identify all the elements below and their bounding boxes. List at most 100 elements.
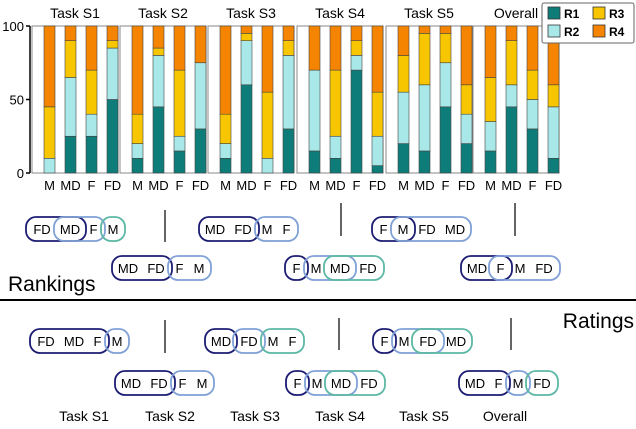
bar-segment-r3 (64, 40, 77, 78)
bar-segment-r4 (240, 25, 253, 34)
equivalence-group (104, 328, 130, 354)
bar-segment-r2 (439, 62, 452, 108)
method-label: M (311, 261, 322, 276)
method-label: F (176, 261, 184, 276)
bar-segment-r3 (106, 40, 119, 49)
bar-segment-r1 (282, 128, 295, 174)
bar-segment-r4 (131, 25, 144, 115)
x-tick-label: MD (325, 178, 345, 193)
bar-segment-r1 (131, 158, 144, 174)
diagram-task-s4: F M MD FD (285, 370, 386, 396)
diagram-task-s5: F M FD MD (371, 216, 472, 242)
bottom-task-label: Task S4 (315, 408, 365, 424)
bar-segment-r4 (371, 25, 384, 93)
x-tick-label: F (176, 178, 184, 193)
equivalence-group (285, 370, 310, 396)
panel-title: Task S4 (315, 5, 365, 21)
bar-segment-r1 (219, 158, 232, 174)
x-tick-label: M (398, 178, 409, 193)
equivalence-group (260, 328, 305, 354)
diagram-task-s1: FD MD F M (25, 216, 126, 242)
bar-segment-r3 (43, 106, 56, 159)
diagram-task-s3: MD FD M F (204, 328, 305, 354)
method-label: FD (147, 261, 164, 276)
bar-segment-r4 (64, 25, 77, 41)
bar-segment-r3 (547, 84, 560, 108)
x-tick-label: M (132, 178, 143, 193)
method-label: FD (37, 334, 54, 349)
x-tick-label: M (485, 178, 496, 193)
bar-segment-r3 (418, 33, 431, 86)
bar-segment-r3 (173, 69, 186, 137)
panel-2: Task S2 M MD F FD (119, 5, 209, 193)
bar-segment-r3 (526, 69, 539, 100)
bar-segment-r2 (152, 55, 165, 108)
bar-segment-r1 (460, 143, 473, 174)
diagram-overall: MD F M FD (458, 370, 559, 396)
bar-segment-r4 (106, 25, 119, 41)
bottom-task-label: Task S5 (399, 408, 449, 424)
method-label: FD (419, 334, 436, 349)
bar-segment-r1 (64, 135, 77, 174)
equivalence-group (100, 216, 126, 242)
bar-segment-r2 (526, 99, 539, 130)
method-label: MD (465, 376, 485, 391)
equivalence-group (167, 255, 212, 281)
panel-title: Task S5 (404, 5, 454, 21)
diagram-overall: MD F M FD (460, 255, 561, 281)
bar-segment-r2 (397, 91, 410, 144)
method-label: M (268, 334, 279, 349)
method-label: F (294, 376, 302, 391)
bar-segment-r3 (439, 33, 452, 64)
x-tick-label: FD (545, 178, 562, 193)
bar-segment-r3 (131, 113, 144, 144)
bar-segment-r4 (350, 25, 363, 41)
equivalence-group (458, 370, 511, 396)
method-label: M (108, 222, 119, 237)
panel-3: Task S3 M MD F FD (207, 5, 297, 193)
x-tick-label: MD (236, 178, 256, 193)
bar-segment-r1 (418, 150, 431, 174)
bar-segment-r2 (240, 40, 253, 86)
method-label: MD (211, 334, 231, 349)
legend-label-r4: R4 (609, 25, 625, 39)
diagram-task-s3: MD FD M F (198, 216, 299, 242)
equivalence-group (170, 370, 215, 396)
bar-segment-r1 (439, 106, 452, 174)
method-label: F (381, 334, 389, 349)
y-tick-label: 0 (17, 166, 24, 181)
bar-segment-r1 (547, 158, 560, 174)
method-label: M (513, 376, 524, 391)
bar-segment-r2 (371, 135, 384, 166)
legend-label-r3: R3 (609, 7, 625, 21)
bar-segment-r1 (329, 158, 342, 174)
bar-segment-r2 (460, 113, 473, 144)
diagram-task-s2: MD FD F M (111, 255, 212, 281)
legend-swatch-r3 (592, 6, 606, 20)
legend: R1 R2 R3 R4 (541, 2, 635, 44)
bar-segment-r2 (418, 84, 431, 152)
method-label: F (497, 261, 505, 276)
bar-segment-r2 (547, 106, 560, 159)
bar-segment-r1 (308, 150, 321, 174)
bar-segment-r3 (219, 113, 232, 144)
equivalence-group (323, 255, 385, 281)
diagram-task-s4: F M MD FD (284, 255, 385, 281)
panel-title: Overall (494, 5, 538, 21)
bar-segment-r3 (152, 47, 165, 56)
diagram-task-s2: MD FD F M (114, 370, 215, 396)
method-label: MD (467, 261, 487, 276)
bar-segment-r2 (505, 84, 518, 108)
bar-segment-r1 (526, 128, 539, 174)
bar-segment-r3 (505, 40, 518, 86)
equivalence-group (254, 216, 299, 242)
bar-segment-r1 (371, 165, 384, 174)
bar-segment-r3 (85, 69, 98, 115)
equivalence-group (488, 255, 561, 281)
method-label: MD (118, 261, 138, 276)
method-label: FD (150, 376, 167, 391)
bar-segment-r2 (261, 158, 274, 174)
